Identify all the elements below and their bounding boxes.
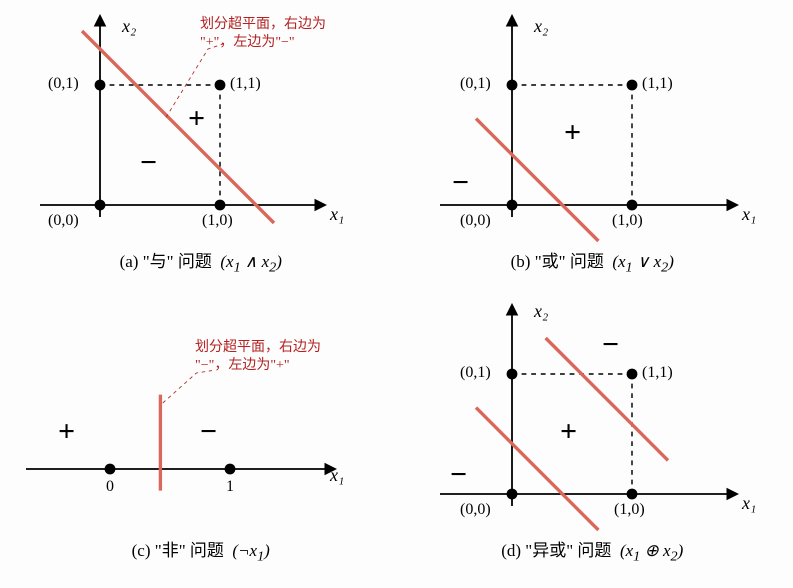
plus-sign-c: + (58, 415, 75, 448)
point-0 (105, 464, 116, 475)
caption-c: (c) "非" 问题 (¬x1) (10, 536, 392, 565)
panel-d-xor: x₂ x₁ (0,0) (1,0) (0,1) (1,1) + − − (d) … (402, 299, 784, 578)
point-01 (95, 80, 106, 91)
panel-b-or: x₂ x₁ (0,0) (1,0) (0,1) (1,1) + − (b) "或… (402, 10, 784, 289)
point-11-label: (1,1) (642, 75, 673, 92)
point-00 (95, 200, 106, 211)
point-01-label: (0,1) (48, 75, 79, 92)
annotation-leader-c (163, 371, 212, 403)
minus-sign-a: − (140, 146, 157, 179)
y-axis-label: x₂ (121, 16, 136, 36)
point-11-label: (1,1) (230, 75, 261, 92)
plot-b: x₂ x₁ (0,0) (1,0) (0,1) (1,1) + − (402, 10, 782, 245)
x-axis-label: x₁ (329, 204, 344, 224)
caption-a: (a) "与" 问题 (x1 ∧ x2) (10, 247, 392, 276)
x-axis-label: x₁ (329, 465, 344, 485)
plot-c: 0 1 x₁ + − (10, 299, 390, 534)
x-axis-label: x₁ (741, 493, 756, 513)
annotation-c: 划分超平面，右边为 "−"，左边为"+" (195, 339, 321, 375)
point-10-label: (1,0) (202, 212, 233, 229)
minus-sign-b: − (452, 166, 469, 199)
y-axis-label: x₂ (533, 301, 548, 321)
point-00 (506, 489, 517, 500)
point-0-label: 0 (106, 478, 114, 495)
minus-sign-d1: − (450, 458, 467, 491)
point-10 (215, 200, 226, 211)
point-1 (225, 464, 236, 475)
point-11 (626, 369, 637, 380)
point-10-label: (1,0) (614, 501, 645, 518)
point-00-label: (0,0) (460, 501, 491, 518)
minus-sign-c: − (200, 415, 217, 448)
caption-d: (d) "异或" 问题 (x1 ⊕ x2) (402, 536, 784, 565)
hyperplane-d1 (476, 408, 598, 530)
plus-sign-a: + (188, 102, 205, 135)
point-11 (215, 80, 226, 91)
point-00 (506, 200, 517, 211)
point-01-label: (0,1) (460, 364, 491, 381)
plus-sign-b: + (564, 116, 581, 149)
plus-sign-d: + (560, 415, 577, 448)
point-01 (506, 80, 517, 91)
panel-c-not: 划分超平面，右边为 "−"，左边为"+" 0 1 x₁ + − (10, 299, 392, 578)
y-axis-label: x₂ (533, 16, 548, 36)
point-10 (626, 489, 637, 500)
figure-grid: 划分超平面，右边为 "+"，左边为"−" (10, 10, 783, 578)
point-10 (626, 200, 637, 211)
point-1-label: 1 (226, 478, 234, 495)
point-11-label: (1,1) (642, 364, 673, 381)
point-10-label: (1,0) (612, 212, 643, 229)
point-00-label: (0,0) (460, 212, 491, 229)
panel-a-and: 划分超平面，右边为 "+"，左边为"−" (10, 10, 392, 289)
plot-d: x₂ x₁ (0,0) (1,0) (0,1) (1,1) + − − (402, 299, 782, 534)
point-01 (506, 369, 517, 380)
annotation-a: 划分超平面，右边为 "+"，左边为"−" (200, 16, 326, 52)
point-00-label: (0,0) (48, 212, 79, 229)
point-01-label: (0,1) (460, 75, 491, 92)
minus-sign-d2: − (602, 328, 619, 361)
x-axis-label: x₁ (741, 204, 756, 224)
hyperplane-a (82, 31, 274, 223)
point-11 (626, 80, 637, 91)
caption-b: (b) "或" 问题 (x1 ∨ x2) (402, 247, 784, 276)
